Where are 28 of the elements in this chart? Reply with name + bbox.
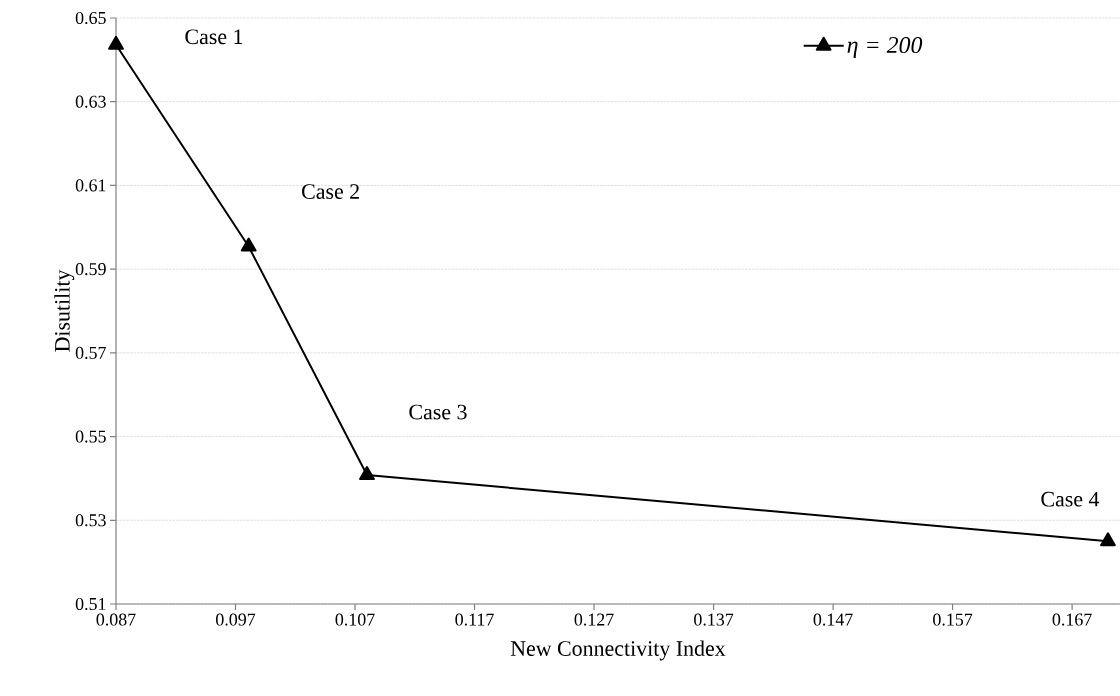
- x-tick-label: 0.127: [574, 613, 614, 626]
- y-tick-label: 0.55: [75, 430, 106, 443]
- x-tick-label: 0.157: [933, 613, 973, 626]
- y-tick-label: 0.59: [75, 263, 106, 276]
- y-tick-label: 0.57: [75, 346, 106, 359]
- x-tick-label: 0.167: [1052, 613, 1092, 626]
- x-tick-label: 0.107: [335, 613, 375, 626]
- annotation: Case 4: [1041, 491, 1100, 507]
- x-axis-title: New Connectivity Index: [510, 640, 726, 661]
- annotation: Case 1: [185, 29, 243, 45]
- x-tick-label: 0.117: [455, 613, 494, 626]
- y-tick-label: 0.63: [75, 95, 106, 108]
- y-tick-label: 0.51: [75, 597, 106, 611]
- x-tick-label: 0.137: [694, 613, 734, 626]
- point: [108, 35, 124, 50]
- point: [1100, 532, 1116, 547]
- point: [359, 466, 375, 481]
- x-tick-label: 0.097: [216, 613, 256, 626]
- legend-label: η = 200: [847, 36, 923, 58]
- point: [240, 237, 257, 252]
- x-tick-label: 0.147: [813, 613, 853, 626]
- y-axis-title: Disutility: [54, 269, 75, 352]
- annotation: Case 3: [409, 404, 467, 420]
- y-tick-label: 0.65: [75, 11, 106, 25]
- y-tick-label: 0.53: [75, 514, 106, 527]
- x-tick-label: 0.087: [96, 613, 136, 626]
- annotation: Case 2: [302, 184, 359, 199]
- y-tick-label: 0.61: [75, 179, 106, 192]
